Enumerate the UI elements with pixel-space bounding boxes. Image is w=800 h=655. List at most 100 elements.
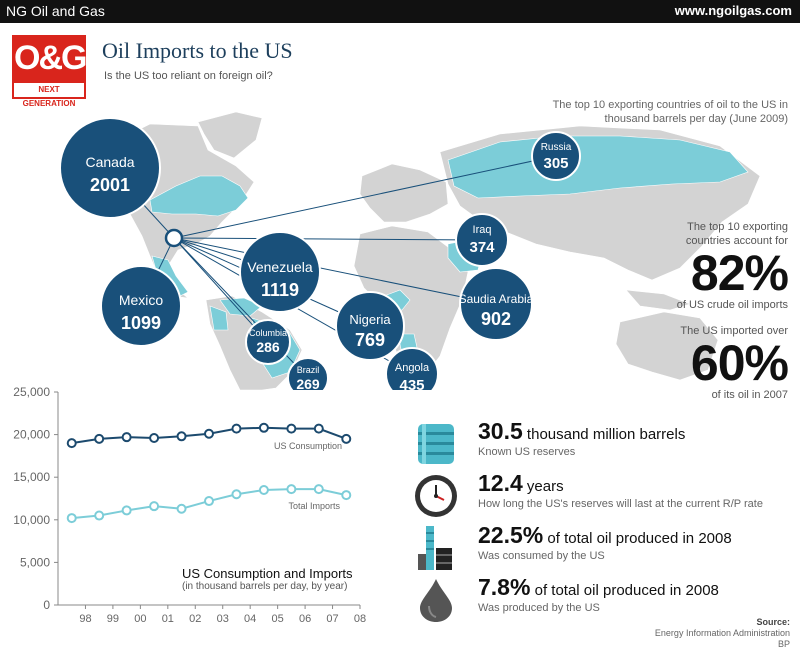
chart-x-ticks: 98 99 00 01 02 03 04 05 06 07 08 — [79, 605, 366, 625]
series-point-0 — [149, 433, 160, 444]
fact-years-detail: How long the US's reserves will last at … — [478, 498, 763, 510]
bubble-russia-name: Russia — [541, 142, 572, 153]
series-point-0 — [176, 431, 187, 442]
series-point-0 — [258, 422, 269, 433]
series-label-0: US Consumption — [274, 441, 342, 451]
series-point-0 — [341, 433, 352, 444]
y-tick-label: 20,000 — [13, 428, 50, 442]
x-tick-label: 99 — [107, 613, 119, 625]
bubble-venezuela: Venezuela 1119 — [239, 231, 321, 313]
chart-series-labels: US Consumption Total Imports — [274, 441, 342, 511]
y-tick-label: 0 — [43, 598, 50, 612]
logo-subtitle: NEXT GENERATION — [14, 83, 84, 108]
fact-reserves-number: 30.5 — [478, 418, 523, 444]
y-tick-label: 15,000 — [13, 470, 50, 484]
land-australia — [615, 311, 719, 381]
bubble-venezuela-value: 1119 — [261, 280, 299, 300]
bubble-canada-value: 2001 — [90, 175, 130, 195]
logo-mark: O&G — [14, 39, 87, 77]
x-tick-label: 00 — [134, 613, 146, 625]
oil-drop-icon — [420, 579, 452, 622]
source-heading: Source: — [756, 617, 790, 627]
bubble-nigeria-value: 769 — [355, 330, 385, 350]
fact-years-number: 12.4 — [478, 470, 523, 496]
series-point-1 — [313, 484, 324, 495]
bubble-brazil-name: Brazil — [297, 365, 320, 375]
x-tick-label: 07 — [326, 613, 338, 625]
fact-produced-number: 7.8% — [478, 574, 531, 600]
x-tick-label: 06 — [299, 613, 311, 625]
stat-top10-share: The top 10 exporting countries account f… — [648, 220, 789, 312]
series-point-1 — [286, 484, 297, 495]
fact-consumed-text: of total oil produced in 2008 — [543, 530, 732, 547]
series-point-1 — [231, 489, 242, 500]
source-line-eia: Energy Information Administration — [654, 628, 790, 638]
source-note: Source: Energy Information Administratio… — [655, 617, 790, 650]
x-tick-label: 98 — [79, 613, 91, 625]
line-chart: 0 5,000 10,000 15,000 20,000 25,000 98 99 00 01 0… — [13, 385, 366, 625]
bubble-angola-name: Angola — [395, 362, 430, 374]
bubble-canada-name: Canada — [85, 154, 134, 170]
bubble-saudi-arabia: Saudia Arabia 902 — [459, 267, 534, 341]
series-point-0 — [313, 423, 324, 434]
fact-reserves: 30.5 thousand million barrels Known US r… — [412, 418, 792, 468]
bubble-columbia-value: 286 — [256, 339, 280, 355]
site-url[interactable]: www.ngoilgas.com — [674, 3, 792, 18]
stat-top10-label-bottom: of US crude oil imports — [676, 299, 788, 311]
bubble-iraq-name: Iraq — [473, 224, 492, 236]
series-point-1 — [204, 496, 214, 507]
y-tick-label: 10,000 — [13, 513, 50, 527]
bubble-angola-value: 435 — [399, 377, 424, 390]
fact-consumed-number: 22.5% — [478, 522, 544, 548]
series-point-1 — [258, 484, 269, 495]
chart-subtitle: (in thousand barrels per day, by year) — [182, 581, 348, 592]
series-point-1 — [149, 501, 160, 512]
series-point-0 — [286, 423, 297, 434]
fact-reserves-detail: Known US reserves — [478, 446, 576, 458]
header-bar: NG Oil and Gas www.ngoilgas.com — [0, 0, 800, 23]
fact-consumed: 22.5% of total oil produced in 2008 Was … — [412, 522, 792, 572]
stat-top10-value: 82% — [690, 245, 789, 301]
logo: O&G NEXT GENERATION — [12, 35, 87, 108]
bubble-iraq-value: 374 — [469, 239, 495, 256]
series-point-1 — [176, 503, 187, 514]
us-origin-marker — [164, 228, 184, 248]
series-point-0 — [204, 428, 214, 439]
bubble-russia-value: 305 — [543, 155, 568, 172]
series-point-1 — [341, 490, 352, 501]
land-europe — [359, 163, 449, 223]
stat-import-share: The US imported over 60% of its oil in 2… — [648, 324, 789, 402]
fact-produced-detail: Was produced by the US — [478, 602, 600, 614]
world-map: Canada 2001 Mexico 1099 Venezuela 1119 C… — [59, 111, 761, 390]
land-russia-highlight — [447, 135, 749, 199]
bubble-mexico: Mexico 1099 — [100, 265, 182, 347]
clock-icon — [415, 475, 457, 517]
y-tick-label: 5,000 — [20, 555, 50, 569]
site-name: NG Oil and Gas — [6, 3, 105, 19]
line-russia — [173, 155, 557, 239]
line-saudi — [173, 237, 497, 305]
x-tick-label: 01 — [162, 613, 174, 625]
series-point-1 — [121, 505, 132, 516]
barrel-icon — [418, 424, 454, 464]
fact-produced: 7.8% of total oil produced in 2008 Was p… — [412, 574, 792, 624]
source-line-bp: BP — [777, 639, 790, 649]
chart-axes — [57, 392, 360, 606]
chart-series — [66, 422, 352, 524]
bubble-venezuela-name: Venezuela — [247, 259, 313, 275]
x-tick-label: 03 — [217, 613, 229, 625]
fact-consumed-detail: Was consumed by the US — [478, 550, 605, 562]
bubble-brazil-value: 269 — [296, 376, 320, 390]
page-subtitle: Is the US too reliant on foreign oil? — [104, 70, 273, 82]
fact-reserves-text: thousand million barrels — [522, 426, 686, 443]
x-tick-label: 05 — [272, 613, 284, 625]
bubble-mexico-value: 1099 — [121, 313, 161, 333]
fact-years: 12.4 years How long the US's reserves wi… — [412, 470, 792, 520]
x-tick-label: 08 — [354, 613, 366, 625]
exporter-bubbles: Canada 2001 Mexico 1099 Venezuela 1119 C… — [59, 117, 581, 390]
stat-import-label-top: The US imported over — [680, 325, 788, 337]
series-label-1: Total Imports — [288, 501, 340, 511]
stat-top10-label-top: The top 10 exporting countries account f… — [685, 221, 788, 247]
bubble-russia: Russia 305 — [531, 131, 581, 181]
x-tick-label: 02 — [189, 613, 201, 625]
